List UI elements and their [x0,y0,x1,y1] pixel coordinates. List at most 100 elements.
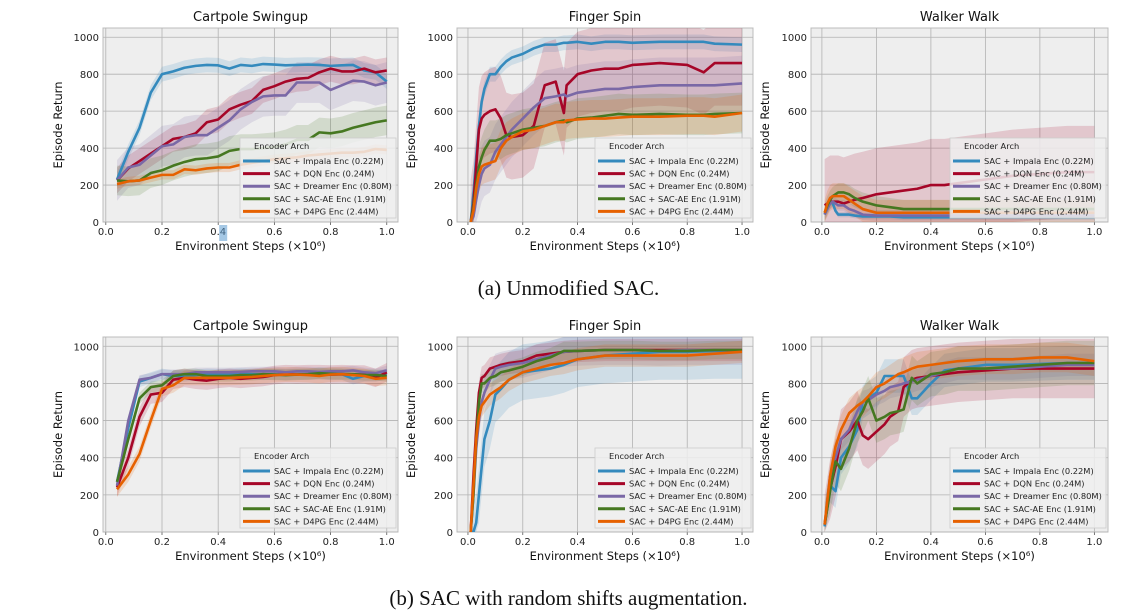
x-tick-label: 1.0 [1086,227,1102,238]
series-line [116,79,388,182]
legend-entry: SAC + Impala Enc (0.22M) [629,156,739,166]
series-band [824,346,1095,532]
chart-title: Walker Walk [920,10,1000,25]
legend-entry: SAC + D4PG Enc (2.44M) [984,516,1089,526]
y-axis-label: Episode Return [404,82,418,169]
series-line [469,348,743,532]
y-tick-label: 0 [801,528,807,539]
x-tick-label: 0.0 [98,537,114,548]
chart-panel: 0.0 0.2 0.4 0.6 0.8 1.0 0 200 400 600 800 1000 Finge… [404,319,754,563]
x-tick-label: 0.2 [515,537,531,548]
x-tick-label: 0.8 [323,537,339,548]
legend-entry: SAC + Dreamer Enc (0.80M) [984,491,1102,501]
y-tick-label: 600 [80,417,99,428]
y-tick-label: 200 [80,181,99,192]
y-tick-label: 0 [447,528,453,539]
legend: Encoder Arch SAC + Impala Enc (0.22M) SAC … [949,447,1107,529]
legend-entry: SAC + DQN Enc (0.24M) [984,169,1085,179]
series-line [823,356,1095,525]
x-tick-label: 0.0 [814,227,830,238]
series-layer [469,337,743,532]
x-tick-label: 1.0 [734,537,750,548]
y-tick-label: 200 [788,491,807,502]
y-tick-label: 600 [434,107,453,118]
y-tick-label: 1000 [782,33,807,44]
legend-entry: SAC + Impala Enc (0.22M) [984,466,1094,476]
chart-title: Walker Walk [920,319,1000,334]
legend: Encoder Arch SAC + Impala Enc (0.22M) SAC … [239,137,397,219]
series-band [117,366,387,497]
legend-entry: SAC + Dreamer Enc (0.80M) [629,181,747,191]
legend: Encoder Arch SAC + Impala Enc (0.22M) SAC … [594,447,752,529]
y-tick-label: 1000 [74,342,99,353]
y-tick-label: 400 [80,144,99,155]
text-selection-highlight [219,225,228,241]
legend-entry: SAC + DQN Enc (0.24M) [629,479,730,489]
x-tick-label: 0.2 [868,227,884,238]
y-tick-label: 400 [434,454,453,465]
legend-entry: SAC + SAC-AE Enc (1.91M) [274,194,386,204]
x-tick-label: 0.2 [868,537,884,548]
x-tick-label: 0.6 [977,537,993,548]
legend-entry: SAC + Impala Enc (0.22M) [629,466,739,476]
series-band [824,340,1095,532]
y-tick-label: 400 [788,454,807,465]
series-band [117,367,387,488]
y-tick-label: 1000 [782,342,807,353]
legend-box [949,137,1107,219]
legend: Encoder Arch SAC + Impala Enc (0.22M) SAC … [949,137,1107,219]
legend-title: Encoder Arch [254,141,309,151]
y-tick-label: 800 [80,379,99,390]
legend-entry: SAC + Dreamer Enc (0.80M) [984,181,1102,191]
x-tick-label: 0.4 [570,537,586,548]
y-axis-label: Episode Return [51,391,65,478]
series-line [469,61,743,222]
y-axis-label: Episode Return [404,391,418,478]
x-tick-label: 0.2 [154,537,170,548]
legend-entry: SAC + Impala Enc (0.22M) [274,156,384,166]
y-tick-label: 0 [93,218,99,229]
series-layer [469,28,743,222]
legend-box [594,447,752,529]
legend-entry: SAC + Dreamer Enc (0.80M) [274,181,392,191]
y-tick-label: 200 [80,491,99,502]
x-tick-label: 0.6 [624,227,640,238]
series-line [469,111,743,222]
legend-box [594,137,752,219]
x-tick-label: 0.4 [210,537,226,548]
series-line [823,361,1095,527]
y-tick-label: 800 [80,70,99,81]
series-line [115,62,388,180]
y-tick-label: 0 [801,218,807,229]
series-line [469,350,743,532]
series-layer [115,363,388,497]
x-tick-label: 0.8 [679,227,695,238]
series-band [470,340,743,532]
legend-entry: SAC + DQN Enc (0.24M) [984,479,1085,489]
caption-a: (a) Unmodified SAC. [477,276,660,300]
y-tick-label: 800 [788,70,807,81]
chart-panel: 0.0 0.2 0.4 0.6 0.8 1.0 0 200 400 600 800 1000 Cartp… [51,10,399,253]
x-tick-label: 1.0 [379,227,395,238]
x-tick-label: 0.6 [266,537,282,548]
x-tick-label: 1.0 [734,227,750,238]
legend-entry: SAC + DQN Enc (0.24M) [274,169,375,179]
x-tick-label: 1.0 [379,537,395,548]
y-tick-label: 1000 [428,342,453,353]
legend-title: Encoder Arch [609,141,664,151]
x-axis-label: Environment Steps (×10⁶) [884,549,1035,563]
series-band [117,60,387,201]
x-axis-label: Environment Steps (×10⁶) [530,549,681,563]
x-tick-label: 0.4 [923,537,939,548]
x-tick-label: 0.0 [460,537,476,548]
y-tick-label: 200 [434,181,453,192]
series-layer [823,338,1095,532]
y-tick-label: 200 [788,181,807,192]
series-band [470,337,743,532]
x-axis-label: Environment Steps (×10⁶) [175,239,326,253]
x-axis-label: Environment Steps (×10⁶) [530,239,681,253]
y-tick-label: 0 [93,528,99,539]
y-axis-label: Episode Return [758,391,772,478]
legend: Encoder Arch SAC + Impala Enc (0.22M) SAC … [594,137,752,219]
